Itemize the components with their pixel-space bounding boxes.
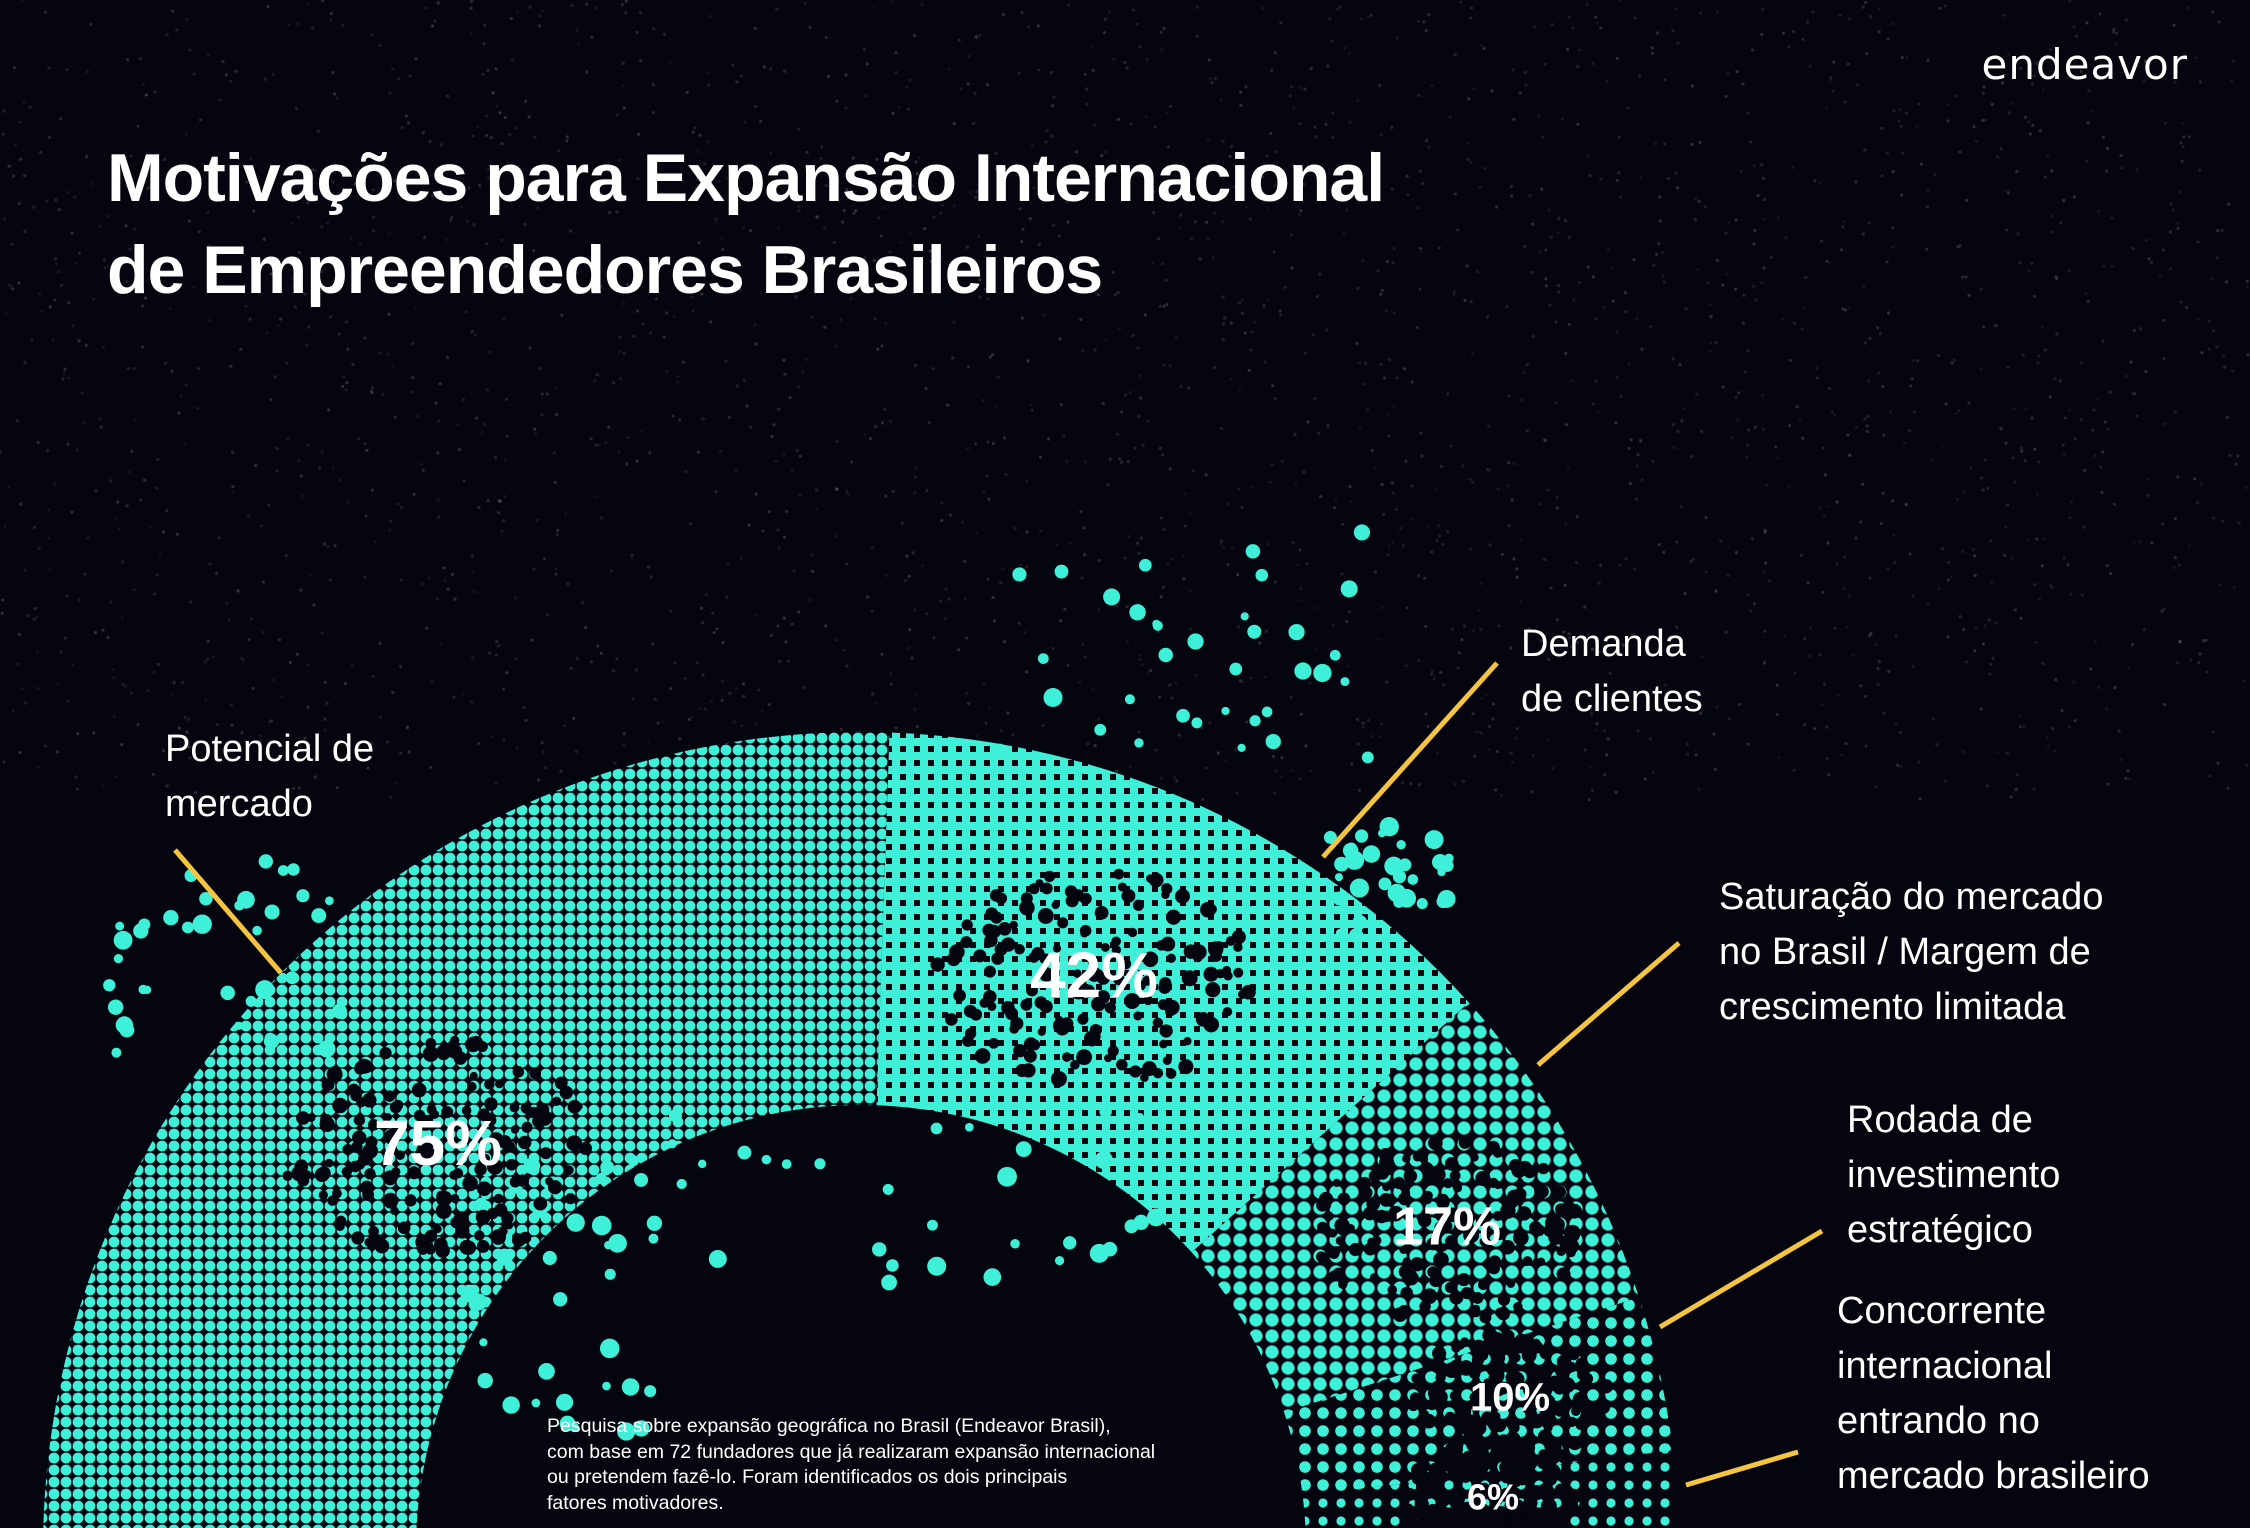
source-note: Pesquisa sobre expansão geográfica no Br… [547, 1414, 1247, 1516]
leader-line-rodada-de-investimento [1660, 1231, 1822, 1327]
label-demanda-de-clientes: Demanda de clientes [1521, 617, 1703, 727]
value-text: 42% [1030, 939, 1158, 1011]
leader-line-demanda-de-clientes [1323, 663, 1497, 857]
value-text: 10% [1470, 1376, 1550, 1420]
leader-line-concorrente-internacional [1686, 1452, 1798, 1485]
value-text: 75% [374, 1107, 502, 1179]
value-text: 6% [1467, 1477, 1519, 1518]
endeavor-logo: endeavor [1981, 40, 2188, 89]
leader-line-saturacao-do-mercado [1538, 943, 1679, 1065]
world-map-dots [0, 0, 2250, 802]
label-saturacao-do-mercado: Saturação do mercado no Brasil / Margem … [1719, 870, 2103, 1035]
value-text: 17% [1393, 1196, 1501, 1256]
label-concorrente-internacional: Concorrente internacional entrando no me… [1837, 1284, 2150, 1504]
label-potencial-de-mercado: Potencial de mercado [165, 722, 374, 832]
label-rodada-de-investimento: Rodada de investimento estratégico [1847, 1093, 2060, 1258]
chart-title: Motivações para Expansão Internacional d… [107, 132, 1384, 316]
